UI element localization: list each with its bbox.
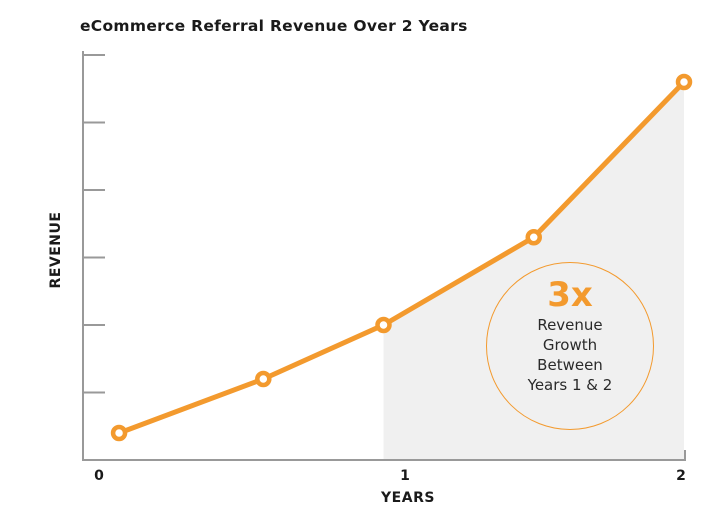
x-axis-label: YEARS <box>381 490 435 506</box>
x-tick-0: 0 <box>94 468 104 484</box>
x-tick-2: 2 <box>676 468 686 484</box>
data-point-marker <box>110 424 128 442</box>
callout-line-2: Growth <box>542 336 598 354</box>
x-tick-1: 1 <box>400 468 410 484</box>
data-point-marker <box>675 73 693 91</box>
data-point-marker <box>375 316 392 334</box>
callout-line-4: Years 1 & 2 <box>527 376 613 394</box>
data-point-marker <box>525 229 542 246</box>
callout-line-1: Revenue <box>537 316 603 334</box>
chart-title: eCommerce Referral Revenue Over 2 Years <box>80 17 468 35</box>
callout-line-3: Between <box>537 356 603 374</box>
growth-multiplier: 3x <box>547 275 593 315</box>
data-point-marker <box>255 370 272 388</box>
growth-callout: 3x Revenue Growth Between Years 1 & 2 <box>486 262 654 430</box>
